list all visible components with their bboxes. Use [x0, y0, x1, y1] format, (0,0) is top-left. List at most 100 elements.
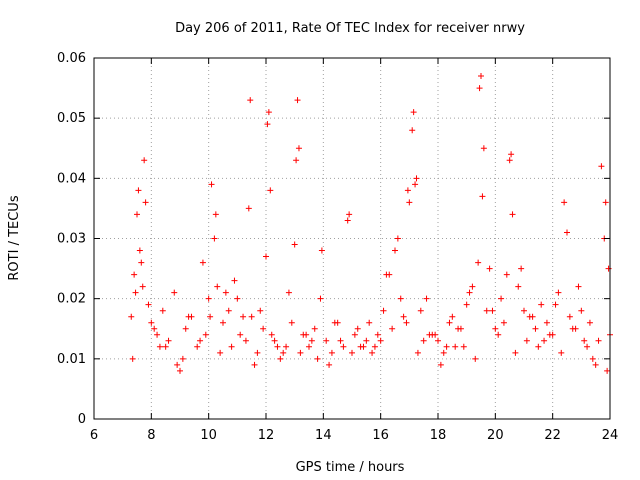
data-point: [159, 307, 166, 314]
data-point: [202, 331, 209, 338]
data-point: [420, 337, 427, 344]
data-point: [179, 355, 186, 362]
data-point: [214, 283, 221, 290]
x-tick-label: 8: [147, 428, 155, 443]
data-point: [207, 313, 214, 320]
data-point: [293, 157, 300, 164]
data-point: [317, 295, 324, 302]
data-point: [346, 211, 353, 218]
data-point: [294, 97, 301, 104]
y-axis-label: ROTI / TECUs: [7, 195, 22, 280]
data-point: [225, 307, 232, 314]
data-point: [360, 343, 367, 350]
data-point: [392, 247, 398, 254]
y-tick-label: 0.06: [57, 51, 86, 66]
data-point: [529, 313, 536, 320]
data-point: [234, 295, 241, 302]
data-point: [575, 283, 582, 290]
data-point: [344, 217, 351, 224]
data-point: [532, 325, 539, 332]
data-point: [231, 277, 238, 284]
data-point: [260, 325, 267, 332]
data-point: [546, 331, 553, 338]
data-point: [283, 343, 290, 350]
data-point: [217, 349, 224, 356]
data-point: [251, 361, 258, 368]
data-point: [308, 337, 315, 344]
data-point: [586, 319, 593, 326]
y-tick-label: 0.05: [57, 111, 86, 126]
data-point: [306, 343, 312, 350]
data-point: [498, 295, 505, 302]
data-point: [552, 301, 559, 308]
data-point: [412, 181, 419, 188]
data-point: [584, 343, 591, 350]
data-point: [423, 295, 430, 302]
data-point: [509, 211, 516, 218]
data-point: [247, 97, 254, 104]
data-point: [326, 361, 333, 368]
data-point: [129, 355, 136, 362]
data-point: [455, 325, 462, 332]
x-tick-label: 22: [544, 428, 561, 443]
data-point: [354, 325, 361, 332]
data-point: [589, 355, 596, 362]
grid: [94, 58, 610, 419]
data-point: [437, 361, 444, 368]
data-point: [156, 343, 163, 350]
data-point: [469, 283, 476, 290]
data-point: [483, 307, 490, 314]
data-point: [141, 157, 148, 164]
data-point: [331, 319, 338, 326]
data-point: [171, 289, 178, 296]
x-tick-label: 24: [602, 428, 619, 443]
data-point: [523, 337, 530, 344]
data-point: [440, 349, 447, 356]
data-point: [486, 265, 493, 272]
data-point: [277, 355, 284, 362]
data-point: [136, 247, 143, 254]
data-point: [521, 307, 527, 314]
data-point: [295, 145, 302, 152]
data-point: [478, 73, 484, 80]
data-point: [595, 337, 602, 344]
data-point: [165, 337, 172, 344]
data-point: [541, 337, 548, 344]
data-point: [174, 361, 181, 368]
data-point: [337, 337, 344, 344]
data-point: [271, 337, 278, 344]
data-point: [414, 349, 421, 356]
x-tick-label: 16: [372, 428, 389, 443]
data-point: [417, 307, 424, 314]
data-point: [446, 319, 453, 326]
data-point: [363, 337, 370, 344]
data-point: [394, 235, 401, 242]
data-point: [463, 301, 470, 308]
data-point: [569, 325, 576, 332]
data-point: [426, 331, 433, 338]
data-point: [369, 349, 376, 356]
data-point: [237, 331, 244, 338]
x-tick-label: 12: [258, 428, 275, 443]
data-point: [403, 319, 410, 326]
data-point: [264, 121, 271, 128]
data-point: [535, 343, 542, 350]
data-point: [220, 319, 226, 326]
data-points: [128, 73, 613, 374]
data-point: [291, 241, 298, 248]
data-point: [566, 313, 573, 320]
data-point: [254, 349, 261, 356]
data-point: [211, 235, 218, 242]
data-point: [512, 349, 519, 356]
axis-ticks: 6 8 10 12 14 16 18 20 22 24 0 0.01 0.02 0.03 0.04 0.05 0…: [57, 51, 618, 443]
data-point: [479, 193, 486, 200]
data-point: [410, 109, 417, 116]
data-point: [263, 253, 269, 260]
data-point: [452, 343, 459, 350]
data-point: [383, 271, 390, 278]
data-point: [135, 187, 142, 194]
data-point: [538, 301, 545, 308]
data-point: [328, 349, 335, 356]
data-point: [564, 229, 570, 236]
